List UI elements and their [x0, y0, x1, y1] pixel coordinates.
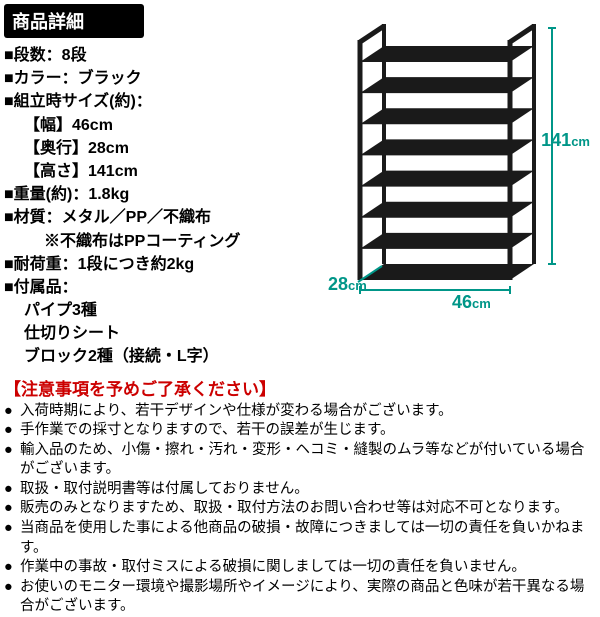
- notice-item: ●お使いのモニター環境や撮影場所やイメージにより、実際の商品と色味が若干異なる場…: [4, 578, 596, 617]
- section-header: 商品詳細: [4, 4, 144, 38]
- dimension-width: 46cm: [452, 292, 491, 313]
- notice-text: 販売のみとなりますため、取扱・取付方法のお問い合わせ等は対応不可となります。: [20, 499, 596, 519]
- bullet-icon: ●: [4, 421, 20, 441]
- notice-header: 【注意事項を予めご了承ください】: [4, 375, 600, 400]
- notice-text: 輸入品のため、小傷・擦れ・汚れ・変形・ヘコミ・縫製のムラ等などが付いている場合が…: [20, 441, 596, 480]
- product-diagram: 141cm 28cm 46cm: [322, 20, 592, 310]
- shelf-svg: [322, 20, 592, 310]
- bullet-icon: ●: [4, 441, 20, 480]
- spec-line: ブロック2種（接続・L字）: [24, 345, 600, 368]
- notice-item: ●手作業での採寸となりますので、若干の誤差が生じます。: [4, 421, 596, 441]
- notice-item: ●取扱・取付説明書等は付属しておりません。: [4, 480, 596, 500]
- bullet-icon: ●: [4, 519, 20, 558]
- notice-text: 作業中の事故・取付ミスによる破損に関しましては一切の責任を負いません。: [20, 558, 596, 578]
- notice-text: 取扱・取付説明書等は付属しておりません。: [20, 480, 596, 500]
- notice-list: ●入荷時期により、若干デザインや仕様が変わる場合がございます。●手作業での採寸と…: [4, 402, 596, 617]
- bullet-icon: ●: [4, 402, 20, 422]
- dimension-depth: 28cm: [328, 274, 367, 295]
- notice-item: ●販売のみとなりますため、取扱・取付方法のお問い合わせ等は対応不可となります。: [4, 499, 596, 519]
- bullet-icon: ●: [4, 480, 20, 500]
- notice-item: ●作業中の事故・取付ミスによる破損に関しましては一切の責任を負いません。: [4, 558, 596, 578]
- notice-text: 入荷時期により、若干デザインや仕様が変わる場合がございます。: [20, 402, 596, 422]
- notice-text: 手作業での採寸となりますので、若干の誤差が生じます。: [20, 421, 596, 441]
- bullet-icon: ●: [4, 558, 20, 578]
- notice-text: お使いのモニター環境や撮影場所やイメージにより、実際の商品と色味が若干異なる場合…: [20, 578, 596, 617]
- bullet-icon: ●: [4, 499, 20, 519]
- spec-line: 仕切りシート: [24, 322, 600, 345]
- notice-item: ●輸入品のため、小傷・擦れ・汚れ・変形・ヘコミ・縫製のムラ等などが付いている場合…: [4, 441, 596, 480]
- notice-item: ●当商品を使用した事による他商品の破損・故障につきましては一切の責任を負いかねま…: [4, 519, 596, 558]
- notice-text: 当商品を使用した事による他商品の破損・故障につきましては一切の責任を負いかねます…: [20, 519, 596, 558]
- bullet-icon: ●: [4, 578, 20, 617]
- dimension-height: 141cm: [541, 130, 590, 151]
- notice-item: ●入荷時期により、若干デザインや仕様が変わる場合がございます。: [4, 402, 596, 422]
